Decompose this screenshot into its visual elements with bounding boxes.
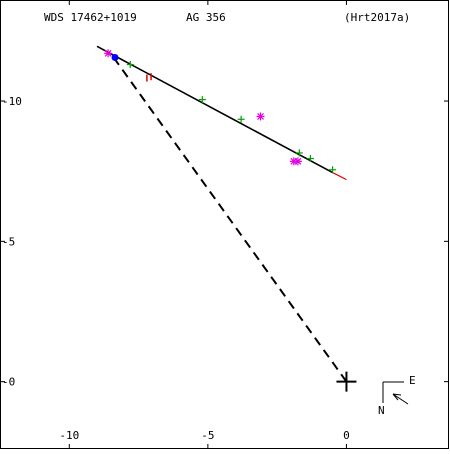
orientation-north-label: N [378, 404, 385, 417]
y-tick-label: -5 [2, 235, 15, 248]
header-right-label: (Hrt2017a) [344, 11, 410, 24]
motion-arrow-head-a [392, 393, 402, 396]
data-point-plus [306, 155, 314, 163]
data-point-asterisk [256, 112, 265, 121]
data-point-asterisk-stroke [104, 49, 112, 57]
motion-arrow-line [392, 393, 409, 405]
header-left-label: WDS 17462+1019 [44, 11, 137, 24]
data-point-asterisk [293, 157, 302, 166]
orbit-fit-line [96, 45, 333, 174]
data-point-asterisk [104, 49, 113, 58]
data-point-asterisk-stroke [294, 157, 302, 165]
orientation-east-label: E [409, 374, 416, 387]
y-tick-label: -0 [2, 376, 15, 389]
x-tick-label: 0 [343, 429, 350, 442]
header-middle-label: AG 356 [186, 11, 226, 24]
data-point-plus [295, 149, 303, 157]
primary-companion-dashed-line [112, 56, 348, 383]
data-point-plus [329, 166, 337, 174]
data-point-asterisk-stroke [257, 113, 264, 120]
data-point-plus [126, 61, 134, 69]
y-tick-label: -10 [2, 95, 22, 108]
data-point-plus [237, 115, 245, 123]
x-tick-label: -5 [201, 429, 214, 442]
motion-arrow-head-b [392, 393, 399, 401]
orientation-indicator: E N [378, 374, 416, 417]
x-tick-label: -10 [59, 429, 79, 442]
data-point-plus [198, 96, 206, 104]
orbit-fit-line-extension [332, 172, 347, 181]
data-point-dot [111, 54, 119, 62]
